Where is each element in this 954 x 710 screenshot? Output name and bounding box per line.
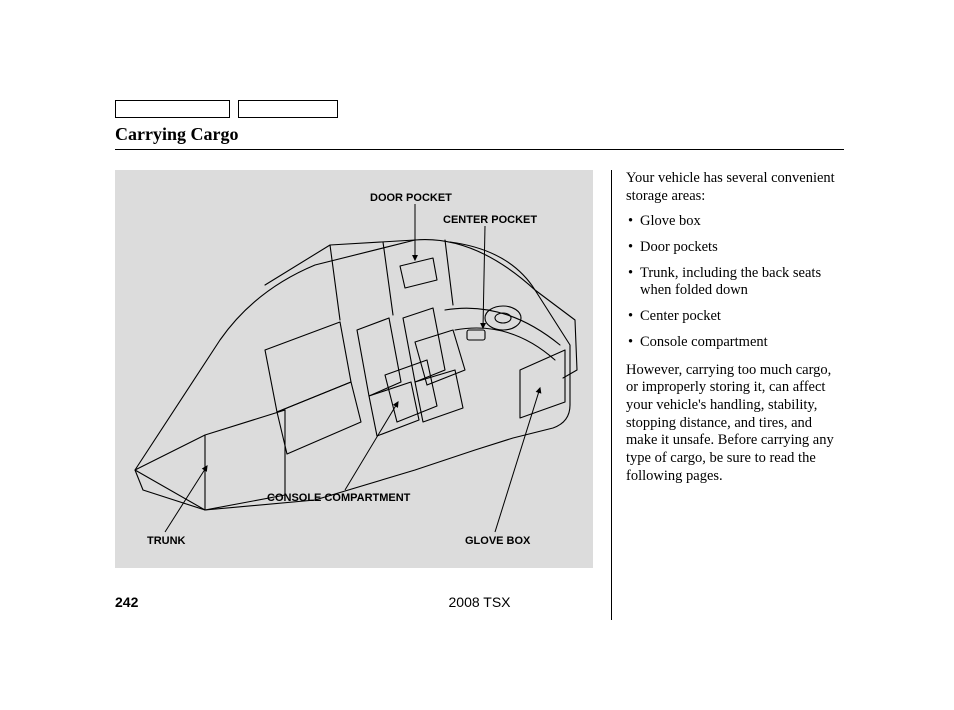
label-door-pocket: DOOR POCKET (370, 192, 452, 204)
figure-column: DOOR POCKET CENTER POCKET CONSOLE COMPAR… (115, 170, 593, 620)
car-svg (115, 170, 593, 568)
manual-page: Carrying Cargo (0, 0, 954, 710)
tab-box-1 (115, 100, 230, 118)
label-center-pocket: CENTER POCKET (443, 214, 537, 226)
label-glove-box: GLOVE BOX (465, 535, 530, 547)
model-year: 2008 TSX (448, 594, 510, 610)
header-tabs (115, 100, 338, 118)
label-trunk: TRUNK (147, 535, 186, 547)
list-item: Console compartment (626, 334, 844, 352)
list-item: Center pocket (626, 308, 844, 326)
page-title: Carrying Cargo (115, 124, 844, 150)
label-console-compartment: CONSOLE COMPARTMENT (267, 492, 410, 504)
page-footer: 242 2008 TSX (115, 594, 844, 610)
page-number: 242 (115, 594, 138, 610)
list-item: Door pockets (626, 239, 844, 257)
tab-box-2 (238, 100, 338, 118)
storage-list: Glove box Door pockets Trunk, including … (626, 213, 844, 351)
list-item: Glove box (626, 213, 844, 231)
car-interior-diagram: DOOR POCKET CENTER POCKET CONSOLE COMPAR… (115, 170, 593, 568)
text-column: Your vehicle has several convenient stor… (611, 170, 844, 620)
warning-paragraph: However, carrying too much cargo, or imp… (626, 362, 844, 486)
intro-text: Your vehicle has several convenient stor… (626, 170, 844, 205)
content-row: DOOR POCKET CENTER POCKET CONSOLE COMPAR… (115, 170, 844, 620)
list-item: Trunk, including the back seats when fol… (626, 265, 844, 300)
